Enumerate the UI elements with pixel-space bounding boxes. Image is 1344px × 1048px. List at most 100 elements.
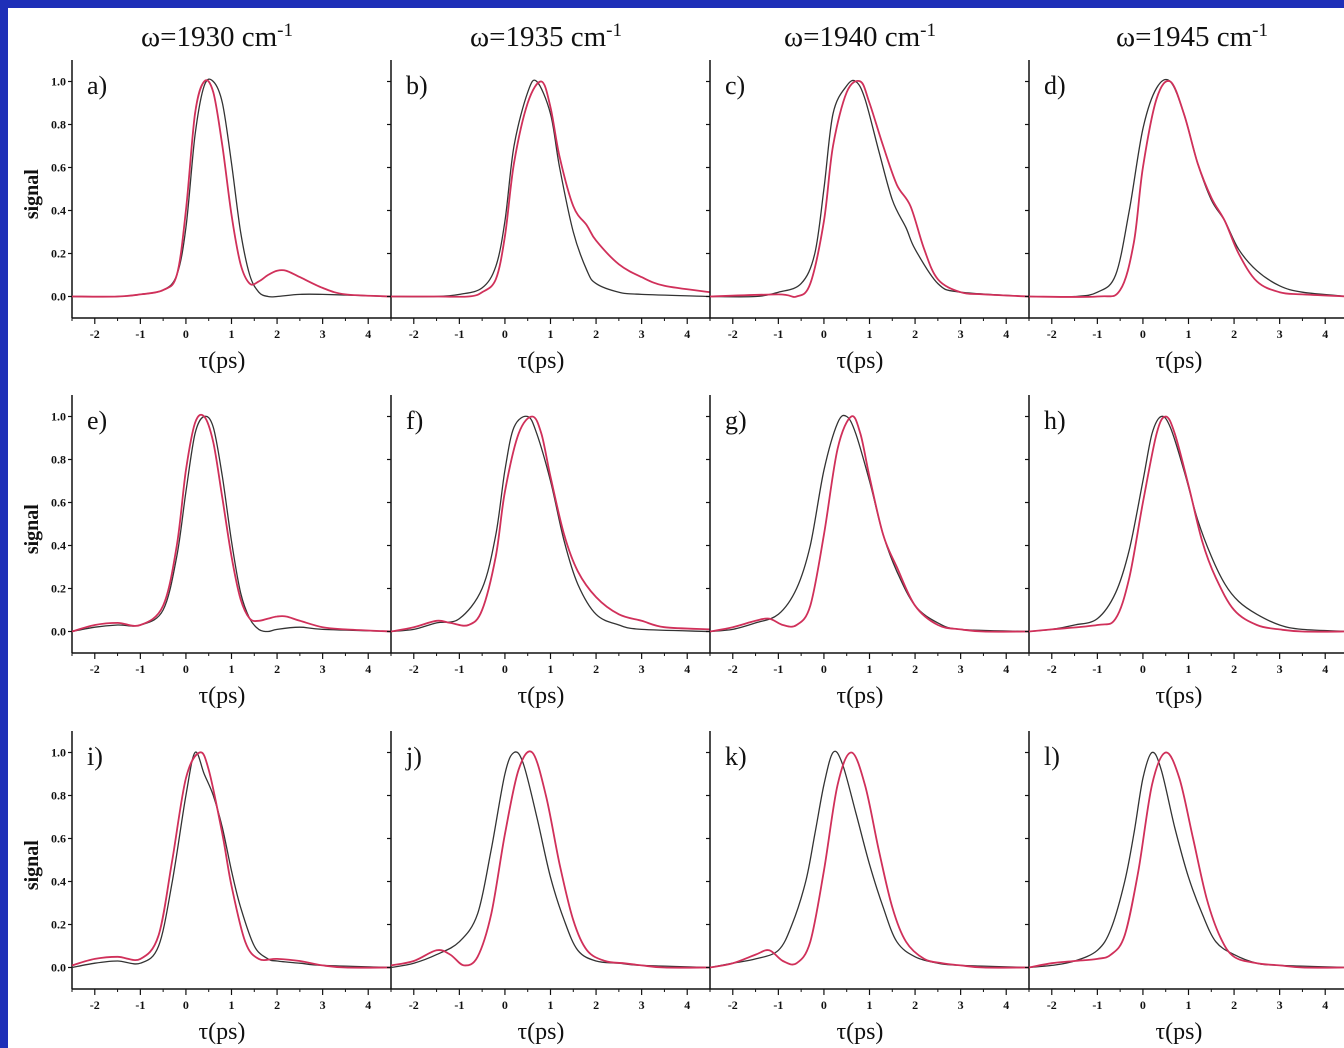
- series-red-line: [1028, 80, 1344, 298]
- x-tick-label: -1: [135, 327, 145, 341]
- x-tick-label: 1: [1186, 998, 1192, 1012]
- series-black-line: [71, 751, 392, 969]
- column-title: ω=1940 cm-1: [784, 20, 936, 53]
- panel-label: b): [406, 71, 428, 100]
- x-tick-label: 3: [958, 662, 964, 676]
- x-tick-label: 1: [229, 998, 235, 1012]
- panel-label: h): [1044, 406, 1066, 435]
- x-axis-label: τ(ps): [1155, 683, 1202, 709]
- series-red-line: [709, 415, 1030, 633]
- x-tick-label: 3: [639, 327, 645, 341]
- x-tick-label: 4: [1322, 327, 1328, 341]
- x-tick-label: 0: [502, 327, 508, 341]
- series-red-line: [71, 751, 392, 969]
- x-tick-label: 1: [548, 327, 554, 341]
- panel-c: -2 -1 0 1 2 3 4 τ(ps) c): [706, 60, 1030, 374]
- panel-label: e): [87, 406, 107, 435]
- y-tick-label: 0.2: [51, 582, 66, 596]
- x-tick-label: 0: [1140, 662, 1146, 676]
- series-black-line: [1028, 78, 1344, 298]
- panel-label: d): [1044, 71, 1066, 100]
- x-tick-label: -2: [728, 998, 738, 1012]
- x-tick-label: 4: [684, 998, 690, 1012]
- panel-b: -2 -1 0 1 2 3 4 τ(ps) b): [387, 60, 711, 374]
- x-tick-label: 1: [1186, 662, 1192, 676]
- x-tick-label: -2: [409, 998, 419, 1012]
- x-tick-label: 2: [912, 327, 918, 341]
- y-tick-label: 0.6: [51, 832, 66, 846]
- x-tick-label: 4: [1003, 998, 1009, 1012]
- series-black-line: [71, 78, 392, 298]
- panel-i: -2 -1 0 1 2 3 4 0.0 0.2 0.4 0.6 0.8 1.0 signal τ(ps) i): [21, 731, 392, 1045]
- panels: -2 -1 0 1 2 3 4 0.0 0.2 0.4 0.6 0.8 1.0 signal τ(ps) a)…: [21, 60, 1344, 1045]
- x-tick-label: 2: [593, 998, 599, 1012]
- series-red-line: [391, 80, 711, 298]
- x-tick-label: 2: [274, 327, 280, 341]
- x-axis-label: τ(ps): [836, 1019, 883, 1045]
- series-black-line: [709, 79, 1030, 298]
- series-red-line: [390, 415, 711, 633]
- x-tick-label: 1: [867, 327, 873, 341]
- x-tick-label: 2: [593, 327, 599, 341]
- x-tick-label: 4: [365, 998, 371, 1012]
- x-tick-label: 3: [320, 998, 326, 1012]
- x-tick-label: 1: [867, 662, 873, 676]
- series-black-line: [709, 414, 1030, 633]
- panel-label: k): [725, 742, 747, 771]
- y-tick-label: 0.4: [51, 875, 66, 889]
- x-tick-label: 3: [1277, 998, 1283, 1012]
- panel-d: -2 -1 0 1 2 3 4 τ(ps) d): [1025, 60, 1344, 374]
- column-title: ω=1945 cm-1: [1116, 20, 1268, 53]
- x-tick-label: -1: [135, 662, 145, 676]
- panel-label: c): [725, 71, 745, 100]
- y-tick-label: 1.0: [51, 410, 66, 424]
- x-axis-label: τ(ps): [198, 1019, 245, 1045]
- series-red-line: [1028, 751, 1344, 969]
- x-tick-label: 2: [274, 662, 280, 676]
- x-tick-label: -1: [1092, 327, 1102, 341]
- x-tick-label: 2: [274, 998, 280, 1012]
- panel-label: a): [87, 71, 107, 100]
- series-black-line: [709, 750, 1030, 969]
- column-title: ω=1935 cm-1: [470, 20, 622, 53]
- y-tick-label: 0.8: [51, 453, 66, 467]
- panel-label: f): [406, 406, 423, 435]
- x-tick-label: -2: [409, 662, 419, 676]
- x-tick-label: 2: [593, 662, 599, 676]
- x-tick-label: 3: [958, 998, 964, 1012]
- x-tick-label: -2: [1047, 327, 1057, 341]
- x-tick-label: 2: [1231, 662, 1237, 676]
- x-tick-label: 3: [958, 327, 964, 341]
- x-tick-label: 4: [684, 662, 690, 676]
- x-tick-label: 0: [821, 327, 827, 341]
- y-tick-label: 0.2: [51, 918, 66, 932]
- x-tick-label: -1: [1092, 662, 1102, 676]
- series-black-line: [1028, 415, 1344, 633]
- x-axis-label: τ(ps): [1155, 1019, 1202, 1045]
- series-red-line: [709, 751, 1030, 969]
- x-tick-label: 4: [1322, 998, 1328, 1012]
- column-title: ω=1930 cm-1: [141, 20, 293, 53]
- series-black-line: [390, 751, 711, 969]
- x-tick-label: -2: [728, 662, 738, 676]
- x-tick-label: 4: [1322, 662, 1328, 676]
- series-red-line: [709, 80, 1030, 298]
- y-tick-label: 0.0: [51, 625, 66, 639]
- x-tick-label: 3: [320, 327, 326, 341]
- y-axis-label: signal: [21, 169, 43, 219]
- x-axis-label: τ(ps): [198, 683, 245, 709]
- x-tick-label: -1: [135, 998, 145, 1012]
- x-tick-label: 4: [365, 662, 371, 676]
- x-tick-label: 1: [1186, 327, 1192, 341]
- x-tick-label: 1: [229, 662, 235, 676]
- x-tick-label: 2: [912, 998, 918, 1012]
- y-tick-label: 0.8: [51, 118, 66, 132]
- panel-j: -2 -1 0 1 2 3 4 τ(ps) j): [387, 731, 711, 1045]
- x-tick-label: -1: [773, 327, 783, 341]
- x-tick-label: 0: [821, 998, 827, 1012]
- x-tick-label: -2: [1047, 662, 1057, 676]
- x-tick-label: 0: [1140, 998, 1146, 1012]
- series-black-line: [71, 415, 392, 633]
